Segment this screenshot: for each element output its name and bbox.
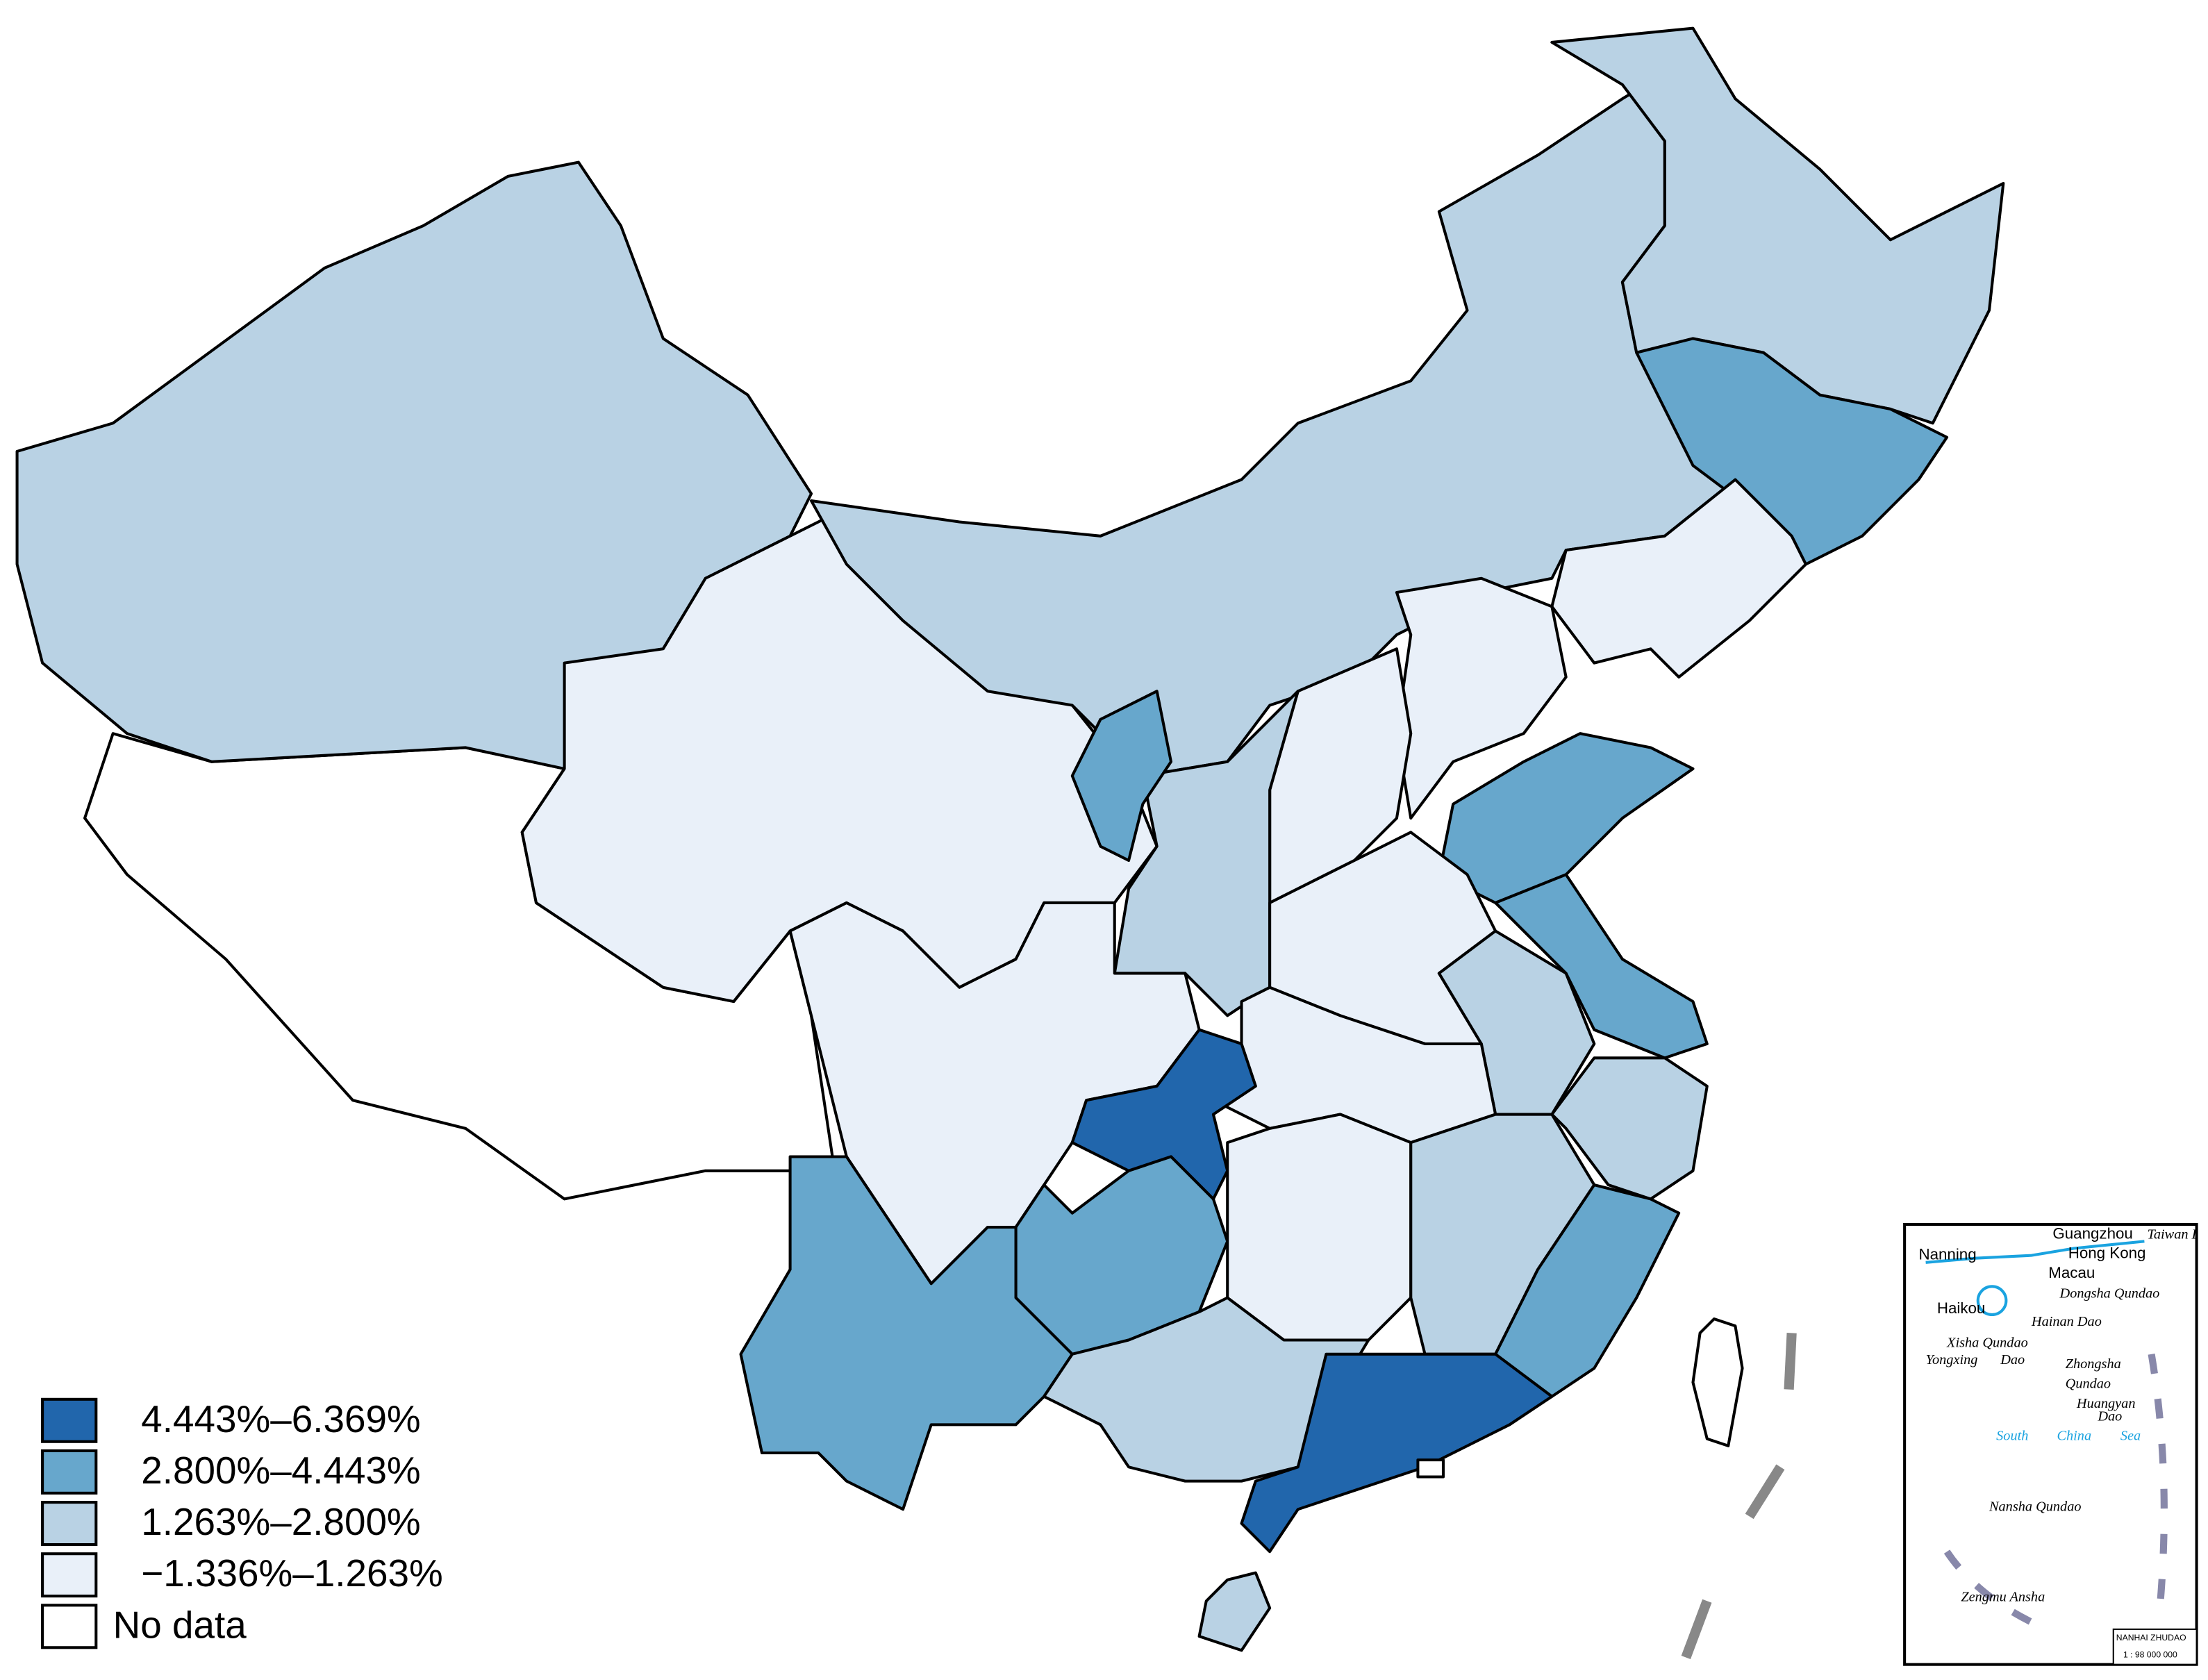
inset-label: Nanning [1918,1246,1976,1263]
inset-label: Sea [2120,1429,2141,1444]
legend-swatch [41,1397,98,1443]
jiangsu [1494,873,1709,1060]
inset-label: Dao [2000,1352,2025,1367]
legend-label: −1.336%–1.263% [141,1552,442,1595]
inset-label: Guangzhou [2052,1224,2132,1242]
inset-label: Nansha Qundao [1989,1499,2082,1514]
guangdong [1240,1352,1554,1554]
legend-swatch [41,1501,98,1547]
legend-label: 1.263%–2.800% [141,1500,420,1543]
yunnan [739,1155,1074,1511]
inset-label: Zengmu Ansha [1961,1589,2045,1604]
inset-label: NANHAI ZHUDAO [2116,1633,2186,1642]
hainan [1197,1571,1272,1652]
inset-frame [1903,1222,2198,1666]
dash [1784,1333,1797,1390]
boundary-dashes [1681,1333,1797,1659]
legend-label: 4.443%–6.369% [141,1397,420,1440]
hainan-outline [1976,1285,2008,1316]
dash [1745,1464,1785,1520]
legend-swatch [41,1449,98,1495]
fujian [1494,1183,1681,1398]
inset-label: Taiwan Dao [2147,1226,2208,1242]
dash [1681,1599,1712,1659]
inset-label: Qundao [2066,1377,2111,1392]
coast [1925,1240,2145,1264]
hong-kong [1416,1458,1445,1479]
legend-swatch [41,1604,98,1649]
legend-label: No data [113,1603,247,1646]
inset-dashes [1943,1353,2168,1626]
inset-label: Yongxing [1926,1352,1978,1367]
inset-label: 1 : 98 000 000 [2123,1650,2177,1660]
taiwan [1691,1317,1744,1447]
hunan [1226,1113,1413,1342]
ningxia [1070,690,1173,862]
inset-label: South [1996,1429,2028,1444]
inset-label: Hong Kong [2068,1245,2146,1262]
inset-label: Hainan Dao [2031,1314,2102,1329]
inset-label: Huangyan [2076,1396,2136,1411]
inset-label: China [2057,1429,2091,1444]
scale-box [2112,1628,2197,1665]
inset-label: Xisha Qundao [1946,1336,2028,1351]
inset-label: Dongsha Qundao [2059,1286,2160,1301]
provinces [15,26,2005,1652]
legend-swatch [41,1552,98,1598]
inset-label: Haikou [1937,1299,1986,1317]
inset-label: Dao [2097,1408,2122,1424]
legend: 4.443%–6.369% 2.800%–4.443% 1.263%–2.800% −… [41,1397,443,1649]
inset: Guangzhou Nanning Hong Kong Macau Taiwan Dao… [1903,1222,2208,1666]
liaoning [1550,478,1807,679]
inset-label: Zhongsha [2066,1356,2121,1372]
inset-label: Macau [2048,1264,2095,1281]
legend-label: 2.800%–4.443% [141,1449,420,1492]
